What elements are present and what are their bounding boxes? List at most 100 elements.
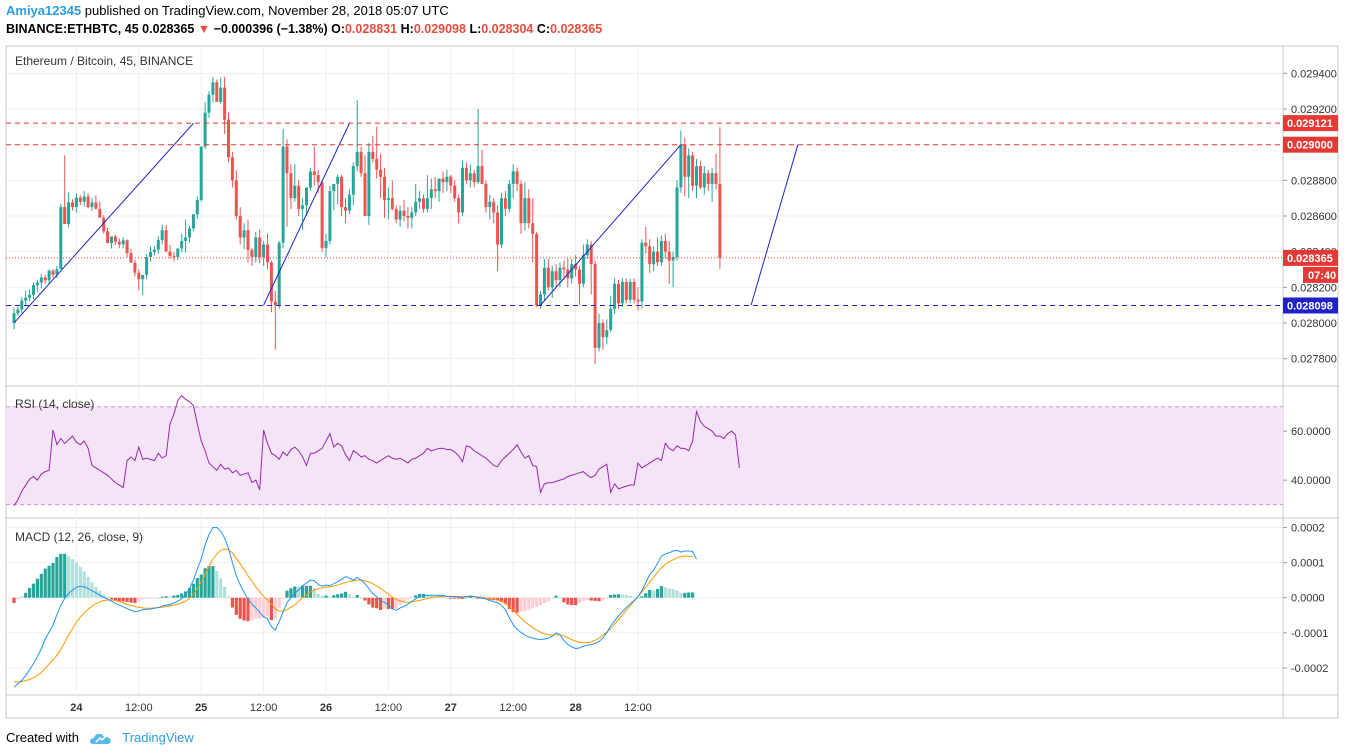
tradingview-brand-link[interactable]: TradingView [122, 730, 194, 745]
candle-body [593, 264, 597, 348]
candle-body [636, 299, 640, 302]
price-tick-label: 0.027800 [1291, 354, 1337, 366]
macd-histogram-bar [156, 597, 160, 599]
candle-body [402, 210, 406, 216]
macd-histogram-bar [667, 588, 671, 598]
chart-header: Amiya12345 published on TradingView.com,… [0, 0, 1348, 42]
low-value: 0.028304 [481, 22, 534, 36]
price-tick-label: 0.029400 [1291, 68, 1337, 80]
macd-histogram-bar [39, 573, 43, 598]
macd-histogram-bar [207, 566, 211, 598]
candle-body [35, 282, 39, 286]
candle-body [199, 146, 203, 200]
publish-line: Amiya12345 published on TradingView.com,… [6, 3, 449, 18]
macd-histogram-bar [277, 597, 281, 609]
macd-histogram-bar [289, 588, 293, 598]
macd-histogram-bar [441, 596, 445, 598]
macd-histogram-bar [125, 597, 129, 602]
candle-body [324, 240, 328, 249]
created-with-text: Created with [6, 730, 79, 745]
high-label: H: [400, 22, 414, 36]
candle-body [149, 252, 152, 257]
macd-histogram-bar [616, 594, 621, 598]
price-tick-label: 0.028800 [1291, 175, 1337, 187]
candle-body [125, 240, 129, 254]
macd-histogram-bar [640, 596, 644, 598]
macd-histogram-bar [304, 585, 309, 598]
macd-histogram-bar [55, 557, 59, 598]
candle-body [328, 191, 332, 241]
candle-body [687, 155, 691, 177]
low-label: L: [469, 22, 482, 36]
macd-pane-title: MACD (12, 26, close, 9) [15, 530, 143, 544]
candle-body [628, 281, 632, 300]
macd-histogram-bar [203, 568, 207, 598]
macd-histogram-bar [343, 591, 348, 598]
macd-histogram-bar [632, 597, 636, 599]
macd-histogram-bar [675, 590, 679, 598]
macd-histogram-bar [460, 597, 465, 599]
candle-body [156, 240, 160, 250]
macd-histogram-bar [320, 595, 324, 598]
price-level-badge [1283, 249, 1338, 266]
macd-histogram-bar [581, 597, 585, 602]
candle-body [262, 244, 266, 257]
candle-body [546, 267, 550, 288]
macd-histogram-bar [499, 597, 504, 602]
candle-body [219, 87, 223, 102]
price-level-label: 0.029000 [1287, 140, 1333, 152]
macd-histogram-bar [90, 582, 94, 598]
macd-histogram-bar [258, 597, 262, 619]
macd-histogram-bar [265, 597, 270, 617]
macd-histogram-bar [648, 590, 652, 598]
macd-histogram-bar [316, 593, 320, 598]
candle-body [191, 214, 195, 229]
candle-body [285, 146, 289, 174]
macd-histogram-bar [519, 597, 523, 613]
price-level-label: 0.029121 [1287, 118, 1333, 130]
macd-histogram-bar [355, 594, 359, 598]
candle-body [581, 255, 585, 284]
high-value: 0.029098 [413, 22, 466, 36]
candle-body [574, 264, 578, 270]
macd-histogram-bar [394, 597, 398, 609]
candle-body [269, 262, 273, 302]
candle-body [640, 242, 644, 302]
macd-histogram-bar [683, 592, 687, 598]
macd-tick-label: -0.0002 [1291, 663, 1328, 675]
time-tick-label: 12:00 [375, 702, 403, 714]
macd-histogram-bar [336, 594, 340, 598]
macd-histogram-bar [35, 578, 39, 598]
candle-body [480, 166, 484, 184]
macd-histogram-bar [636, 597, 640, 599]
candle-body [578, 269, 581, 284]
candle-body [718, 183, 722, 258]
macd-histogram-bar [570, 597, 574, 606]
candle-body [230, 157, 234, 181]
candle-body [390, 198, 394, 209]
time-tick-label: 12:00 [250, 702, 278, 714]
candle-body [527, 198, 531, 224]
candle-body [106, 231, 110, 244]
candle-body [277, 242, 281, 306]
candle-body [16, 309, 20, 314]
candle-body [706, 173, 710, 184]
author-link[interactable]: Amiya12345 [6, 3, 82, 18]
macd-histogram-bar [585, 597, 589, 601]
candle-body [238, 216, 242, 238]
macd-histogram-bar [515, 597, 519, 613]
macd-histogram-bar [628, 595, 632, 598]
macd-histogram-bar [554, 595, 558, 598]
candle-body [461, 167, 464, 213]
macd-histogram-bar [246, 597, 250, 622]
macd-histogram-bar [671, 588, 675, 598]
macd-histogram-bar [262, 597, 266, 619]
macd-histogram-bar [382, 597, 387, 609]
macd-histogram-bar [133, 597, 137, 603]
macd-histogram-bar [109, 597, 114, 600]
macd-histogram-bar [507, 597, 511, 609]
macd-histogram-bar [449, 597, 453, 599]
macd-histogram-bar [285, 590, 289, 598]
candle-body [496, 212, 500, 245]
